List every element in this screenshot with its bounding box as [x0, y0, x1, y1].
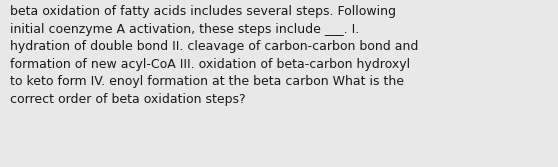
Text: beta oxidation of fatty acids includes several steps. Following
initial coenzyme: beta oxidation of fatty acids includes s… — [10, 5, 418, 106]
